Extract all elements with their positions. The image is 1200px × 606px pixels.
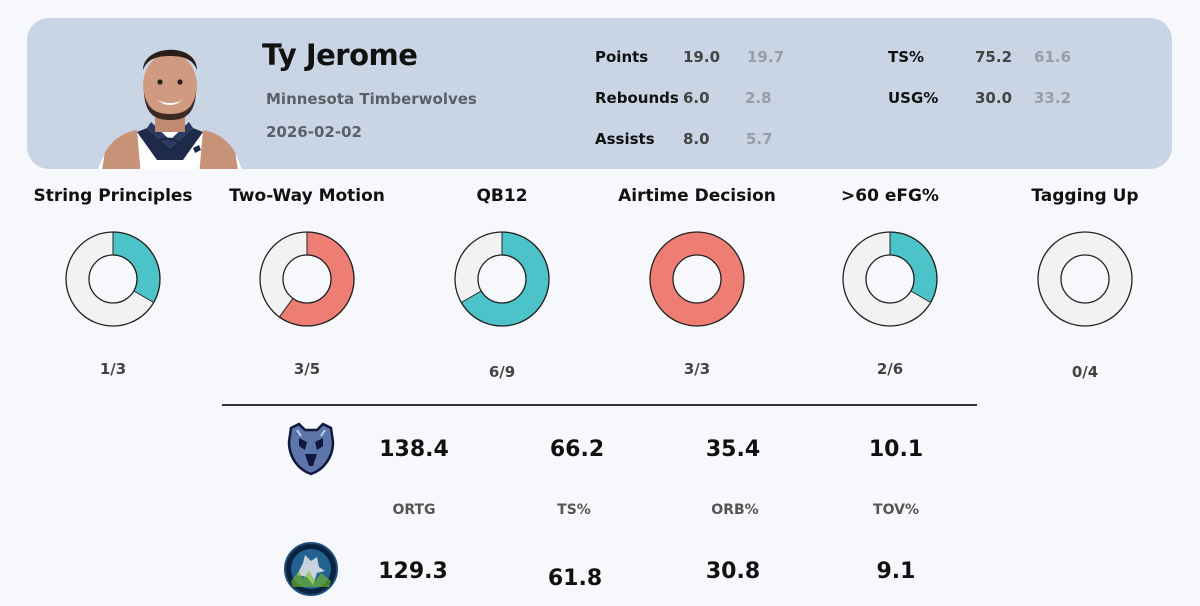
timberwolves-logo-icon [284, 542, 338, 596]
metric-title: Airtime Decision [618, 186, 776, 206]
stat-average: 33.2 [1034, 89, 1072, 107]
donut-inner-ring [865, 254, 915, 304]
donut-outer-ring [1037, 231, 1133, 327]
stat-label: Rebounds [595, 89, 679, 107]
metric-title: QB12 [476, 186, 528, 206]
donut-chart [259, 231, 355, 327]
donut-outer-ring [649, 231, 745, 327]
stat-row-usg: USG% 30.0 33.2 [888, 89, 1108, 111]
metric-tagging-up: Tagging Up 0/4 [985, 186, 1185, 381]
donut-inner-ring [282, 254, 332, 304]
label-ts: TS% [557, 502, 591, 518]
metric-ratio: 6/9 [488, 363, 516, 381]
metric-efg: >60 eFG% 2/6 [790, 186, 990, 378]
label-orb: ORB% [711, 502, 759, 518]
team2-ortg: 129.3 [378, 559, 448, 584]
donut-inner-ring [1060, 254, 1110, 304]
stat-average: 5.7 [746, 130, 773, 148]
stat-row-assists: Assists 8.0 5.7 [595, 130, 795, 152]
metric-title: Two-Way Motion [229, 186, 385, 206]
stat-value: 6.0 [683, 89, 710, 107]
metric-ratio: 2/6 [876, 360, 904, 378]
donut-segment [650, 232, 744, 326]
metric-qb12: QB12 6/9 [402, 186, 602, 381]
player-name: Ty Jerome [262, 38, 418, 72]
stat-label: USG% [888, 89, 939, 107]
metric-ratio: 0/4 [1071, 363, 1099, 381]
metric-title: Tagging Up [1031, 186, 1139, 206]
label-ortg: ORTG [392, 502, 436, 518]
donut-track [1038, 232, 1132, 326]
team2-tov: 9.1 [876, 559, 916, 584]
stat-label: Assists [595, 130, 655, 148]
player-header-card: Ty Jerome Minnesota Timberwolves 2026-02… [27, 18, 1172, 169]
stat-average: 19.7 [747, 48, 785, 66]
player-photo [98, 49, 242, 169]
stat-value: 75.2 [975, 48, 1013, 66]
donut-inner-ring [672, 254, 722, 304]
game-date: 2026-02-02 [266, 123, 362, 141]
metric-ratio: 3/5 [293, 360, 321, 378]
donut-outer-ring [65, 231, 161, 327]
player-team: Minnesota Timberwolves [266, 90, 477, 108]
metric-ratio: 1/3 [99, 360, 127, 378]
stat-value: 19.0 [683, 48, 721, 66]
metric-title: String Principles [33, 186, 193, 206]
team2-orb: 30.8 [705, 559, 761, 584]
stat-average: 2.8 [745, 89, 772, 107]
stat-average: 61.6 [1034, 48, 1072, 66]
stat-row-points: Points 19.0 19.7 [595, 48, 795, 70]
section-divider [222, 404, 977, 406]
metric-ratio: 3/3 [683, 360, 711, 378]
donut-inner-ring [88, 254, 138, 304]
donut-outer-ring [454, 231, 550, 327]
donut-chart [1037, 231, 1133, 327]
team1-ortg: 138.4 [379, 437, 449, 462]
stat-label: Points [595, 48, 649, 66]
stat-value: 30.0 [975, 89, 1013, 107]
metric-title: >60 eFG% [841, 186, 939, 206]
team1-orb: 35.4 [705, 437, 761, 462]
donut-chart [842, 231, 938, 327]
donut-segment [889, 231, 938, 304]
donut-chart [65, 231, 161, 327]
team1-tov: 10.1 [868, 437, 924, 462]
stat-value: 8.0 [683, 130, 710, 148]
metric-string-principles: String Principles 1/3 [13, 186, 213, 378]
stat-row-rebounds: Rebounds 6.0 2.8 [595, 89, 795, 111]
stat-row-ts: TS% 75.2 61.6 [888, 48, 1108, 70]
donut-outer-ring [259, 231, 355, 327]
donut-segment [112, 231, 161, 304]
donut-chart [454, 231, 550, 327]
donut-inner-ring [477, 254, 527, 304]
metric-airtime-decision: Airtime Decision 3/3 [597, 186, 797, 378]
label-tov: TOV% [873, 502, 919, 518]
grizzlies-logo-icon [287, 422, 335, 476]
team1-ts: 66.2 [549, 437, 605, 462]
stat-label: TS% [888, 48, 925, 66]
team2-ts: 61.8 [547, 566, 603, 591]
donut-chart [649, 231, 745, 327]
metric-two-way-motion: Two-Way Motion 3/5 [207, 186, 407, 378]
donut-outer-ring [842, 231, 938, 327]
